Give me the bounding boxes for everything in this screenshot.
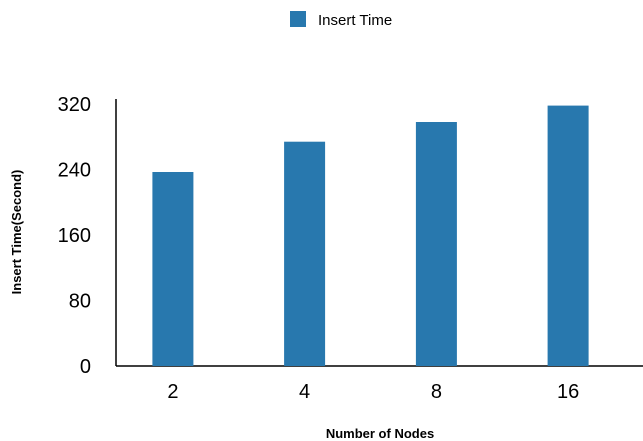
- x-tick-label: 2: [167, 381, 178, 403]
- y-tick-label: 0: [80, 356, 91, 378]
- bar-2: [152, 172, 194, 366]
- y-axis-title: Insert Time(Second): [9, 170, 24, 295]
- y-tick-label: 80: [69, 291, 91, 313]
- bar-group: [152, 105, 589, 366]
- x-tick-group: 2 4 8 16: [167, 381, 579, 403]
- x-tick-label: 4: [299, 381, 310, 403]
- y-tick-label: 160: [58, 225, 91, 247]
- x-tick-label: 16: [557, 381, 579, 403]
- y-tick-group: 0 80 160 240 320: [58, 94, 91, 378]
- legend: Insert Time: [290, 11, 392, 29]
- x-axis-title: Number of Nodes: [326, 426, 434, 441]
- x-tick-label: 8: [431, 381, 442, 403]
- bar-8: [415, 122, 457, 366]
- y-tick-label: 240: [58, 160, 91, 182]
- bar-4: [284, 141, 326, 366]
- legend-label: Insert Time: [318, 12, 392, 29]
- y-tick-label: 320: [58, 94, 91, 116]
- bar-16: [547, 105, 589, 366]
- legend-swatch: [290, 11, 306, 27]
